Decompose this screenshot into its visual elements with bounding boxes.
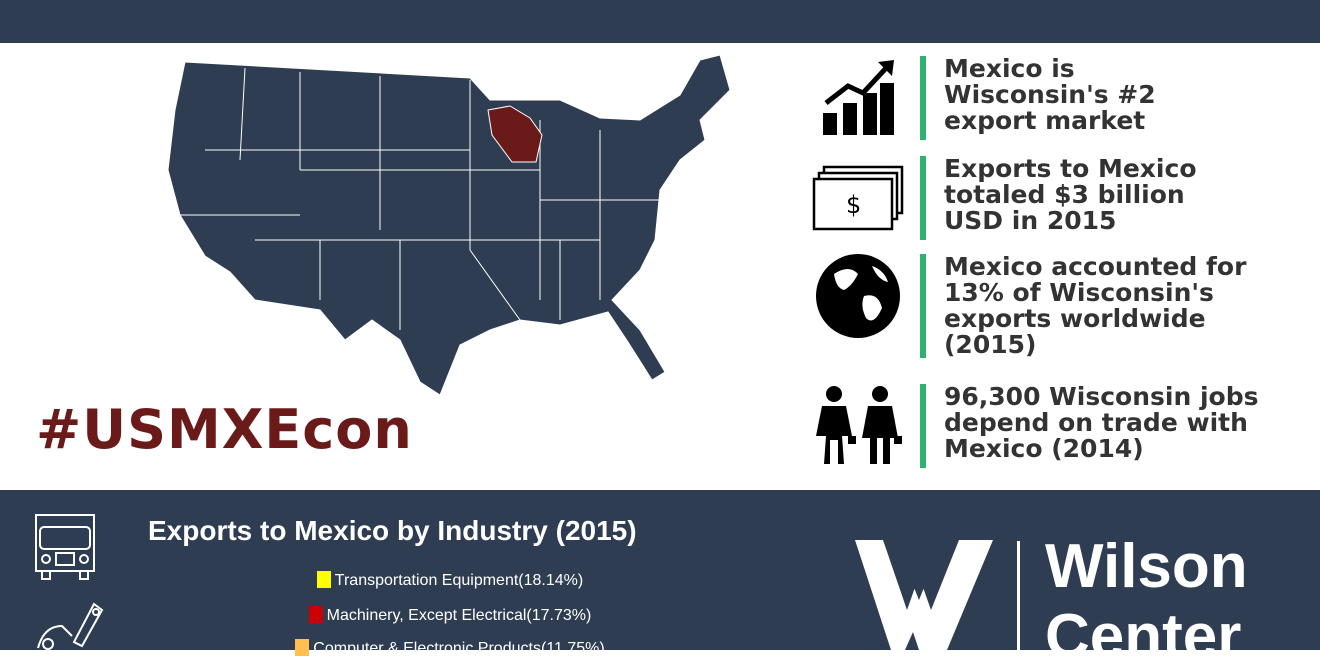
fact-text: Exports to Mexico totaled $3 billion USD… (944, 154, 1197, 235)
industry-title: Exports to Mexico by Industry (2015) (148, 515, 637, 546)
wisconsin-state (487, 105, 543, 163)
fact-export-total: $ Exports to Mexico totaled $3 billion U… (808, 156, 1308, 240)
legend-label: Machinery, Except Electrical(17.73%) (326, 607, 592, 624)
globe-icon (808, 254, 908, 338)
money-icon: $ (808, 156, 908, 240)
svg-text:$: $ (846, 191, 861, 219)
people-icon (808, 384, 908, 468)
fact-jobs: 96,300 Wisconsin jobs depend on trade wi… (808, 384, 1308, 468)
legend-label: Transportation Equipment(18.14%) (334, 572, 584, 589)
industry-panel (0, 490, 1320, 650)
rising-chart-icon (808, 56, 908, 140)
fact-text: Mexico is Wisconsin's #2 export market (944, 54, 1156, 135)
legend-swatch (295, 639, 310, 656)
legend-swatch (316, 571, 331, 588)
wilson-center-logo-text: Wilson Center (1045, 532, 1248, 671)
legend-swatch (308, 606, 323, 623)
fact-export-market: Mexico is Wisconsin's #2 export market (808, 56, 1308, 140)
legend-item: Computer & Electronic Products(11.75%) (0, 639, 900, 658)
fact-text: 96,300 Wisconsin jobs depend on trade wi… (944, 382, 1259, 463)
state-borders (180, 67, 660, 330)
fact-text: Mexico accounted for 13% of Wisconsin's … (944, 252, 1247, 359)
logo-divider (1017, 541, 1020, 661)
legend-item: Machinery, Except Electrical(17.73%) (0, 606, 900, 625)
hashtag: #USMXEcon (36, 398, 413, 461)
wilson-center-logo-mark (855, 540, 993, 650)
wrench-icon (37, 602, 104, 650)
legend-item: Transportation Equipment(18.14%) (0, 571, 900, 590)
us-map (167, 54, 731, 396)
top-bar (0, 0, 1320, 43)
us-outline (167, 54, 731, 396)
legend-label: Computer & Electronic Products(11.75%) (313, 640, 605, 657)
truck-icon (35, 514, 95, 580)
fact-export-share: Mexico accounted for 13% of Wisconsin's … (808, 254, 1308, 358)
